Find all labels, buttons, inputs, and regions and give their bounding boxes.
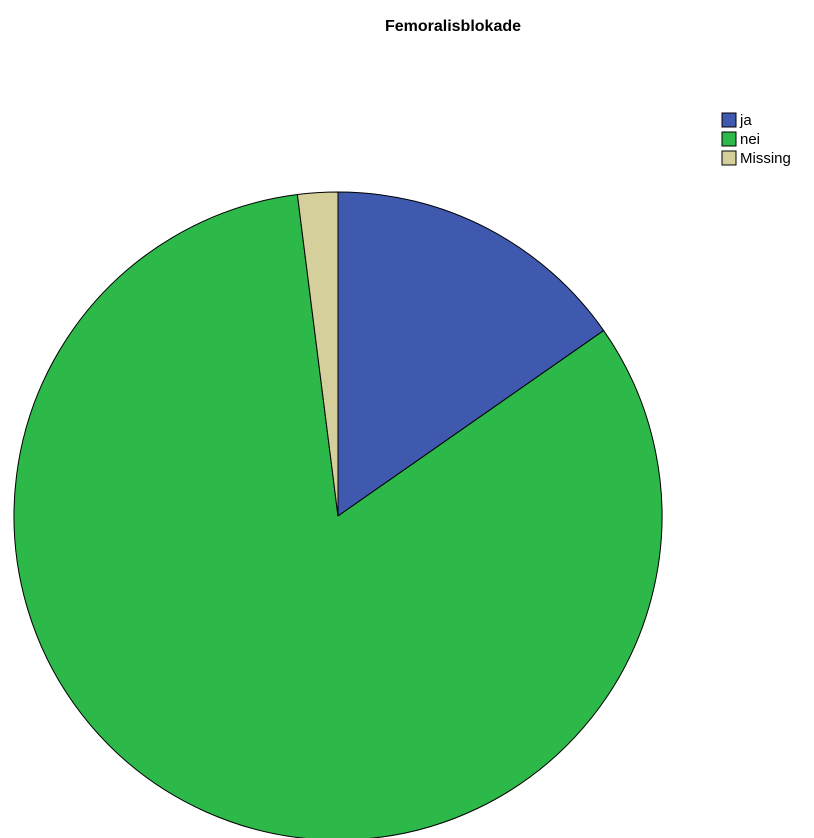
legend-label-missing: Missing [740,150,791,167]
legend: ja nei Missing [721,112,791,167]
legend-swatch-ja [721,112,737,128]
pie-slice-ja [337,191,605,517]
legend-swatch-missing [721,150,737,166]
legend-swatch-nei [721,131,737,147]
pie-slice-missing [296,191,339,517]
pie-slices [13,191,663,838]
legend-label-ja: ja [739,112,752,129]
chart-title: Femoralisblokade [385,18,521,35]
legend-label-nei: nei [740,131,760,148]
